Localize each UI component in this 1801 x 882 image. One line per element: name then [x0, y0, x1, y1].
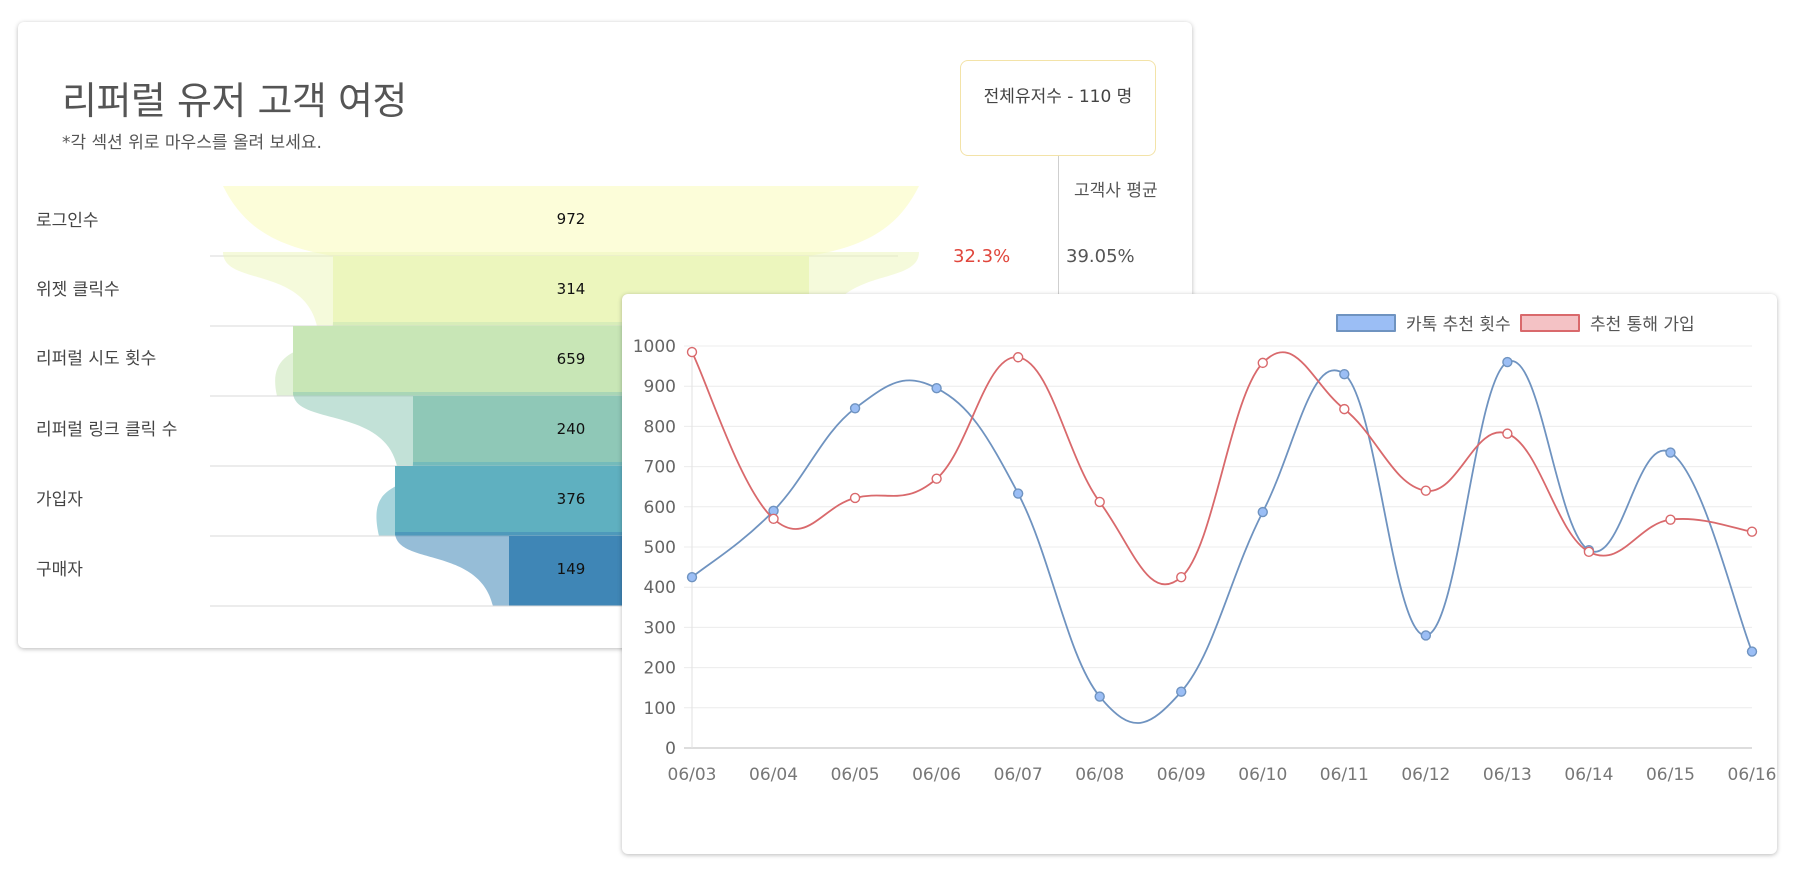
series-0-point[interactable]: [1094, 691, 1105, 702]
average-divider: [1058, 156, 1059, 326]
x-tick-label: 06/07: [994, 765, 1043, 785]
stage-value-referral-link-click: 240: [556, 420, 586, 438]
series-1-point[interactable]: [1012, 352, 1024, 363]
series-1-point[interactable]: [1502, 428, 1513, 439]
series-1-point[interactable]: [1339, 403, 1350, 415]
x-tick-label: 06/14: [1564, 765, 1613, 785]
y-tick-label: 900: [644, 377, 676, 397]
stage-conversion-rate: 32.3%: [953, 246, 1011, 267]
y-tick-label: 300: [644, 618, 676, 638]
legend-label-kakao-recommend: 카톡 추천 횟수: [1406, 315, 1511, 335]
series-0-point[interactable]: [1502, 356, 1513, 368]
series-1-point[interactable]: [1257, 357, 1268, 369]
average-header: 고객사 평균: [1074, 181, 1158, 201]
y-tick-label: 800: [644, 417, 676, 437]
series-0-point[interactable]: [1420, 630, 1432, 641]
average-conversion-rate: 39.05%: [1066, 246, 1135, 267]
line-chart[interactable]: 0 100 200 300 400 500 600 700 800 900 1000 06/03 06/…: [622, 294, 1777, 854]
funnel-title: 리퍼럴 유저 고객 여정: [62, 79, 407, 123]
series-1-point[interactable]: [686, 346, 698, 358]
y-tick-label: 500: [644, 538, 676, 558]
series-0-point[interactable]: [1339, 368, 1350, 380]
stage-label-login: 로그인수: [36, 211, 99, 231]
funnel-stage-0[interactable]: [223, 186, 919, 256]
series-line-1[interactable]: [691, 351, 1753, 586]
x-tick-label: 06/05: [831, 765, 880, 785]
x-tick-label: 06/16: [1728, 765, 1777, 785]
y-tick-label: 600: [644, 498, 676, 518]
x-tick-label: 06/13: [1483, 765, 1532, 785]
stage-value-widget-click: 314: [556, 280, 586, 298]
stage-label-widget-click: 위젯 클릭수: [36, 280, 120, 300]
stage-value-signup: 376: [556, 490, 586, 508]
legend-swatch-kakao-recommend: [1336, 313, 1396, 332]
x-tick-label: 06/15: [1646, 765, 1695, 785]
legend-item-kakao-recommend[interactable]: 카톡 추천 횟수: [1336, 310, 1511, 335]
series-0-point[interactable]: [1012, 488, 1024, 499]
line-chart-card: 0 100 200 300 400 500 600 700 800 900 1000 06/03 06/…: [622, 294, 1777, 854]
y-tick-label: 700: [644, 458, 676, 478]
series-1-point[interactable]: [1094, 496, 1105, 508]
stage-label-purchaser: 구매자: [36, 560, 83, 580]
x-tick-label: 06/06: [912, 765, 961, 785]
y-tick-label: 1000: [633, 337, 676, 357]
series-1-point[interactable]: [768, 513, 779, 525]
stage-label-referral-attempt: 리퍼럴 시도 횟수: [36, 349, 157, 369]
series-0-point[interactable]: [1257, 506, 1268, 518]
x-tick-label: 06/12: [1401, 765, 1450, 785]
stage-label-referral-link-click: 리퍼럴 링크 클릭 수: [36, 420, 178, 440]
series-1-point[interactable]: [1746, 526, 1758, 537]
stage-label-signup: 가입자: [36, 490, 83, 510]
x-tick-label: 06/04: [749, 765, 798, 785]
series-1-point[interactable]: [1665, 514, 1676, 525]
series-0-point[interactable]: [931, 383, 942, 394]
stage-value-referral-attempt: 659: [556, 350, 586, 368]
x-tick-label: 06/09: [1157, 765, 1206, 785]
total-users-box: 전체유저수 - 110 명: [960, 60, 1156, 156]
series-0-point[interactable]: [1665, 447, 1676, 458]
x-tick-label: 06/10: [1238, 765, 1287, 785]
series-0-point[interactable]: [1746, 646, 1758, 657]
legend-item-signup-via-recommend[interactable]: 추천 통해 가입: [1520, 310, 1695, 335]
y-tick-label: 100: [644, 699, 676, 719]
series-line-0[interactable]: [691, 360, 1753, 724]
funnel-stage-5[interactable]: [509, 536, 633, 606]
y-tick-label: 200: [644, 659, 676, 679]
x-tick-label: 06/08: [1075, 765, 1124, 785]
series-1-point[interactable]: [849, 492, 861, 504]
series-1-point[interactable]: [931, 473, 942, 484]
legend-swatch-signup-via-recommend: [1520, 313, 1580, 332]
series-1-point[interactable]: [1583, 546, 1595, 558]
x-tick-label: 06/11: [1320, 765, 1369, 785]
x-tick-label: 06/03: [668, 765, 717, 785]
series-1-point[interactable]: [1176, 571, 1187, 583]
y-tick-label: 0: [665, 739, 676, 759]
stage-value-login: 972: [556, 210, 586, 228]
stage-value-purchaser: 149: [556, 560, 586, 578]
funnel-subtitle: *각 섹션 위로 마우스를 올려 보세요.: [62, 133, 322, 153]
y-tick-label: 400: [644, 578, 676, 598]
series-1-point[interactable]: [1420, 485, 1432, 496]
series-0-point[interactable]: [1176, 686, 1187, 697]
legend-label-signup-via-recommend: 추천 통해 가입: [1590, 315, 1695, 335]
series-0-point[interactable]: [849, 403, 861, 414]
series-0-point[interactable]: [686, 571, 698, 583]
